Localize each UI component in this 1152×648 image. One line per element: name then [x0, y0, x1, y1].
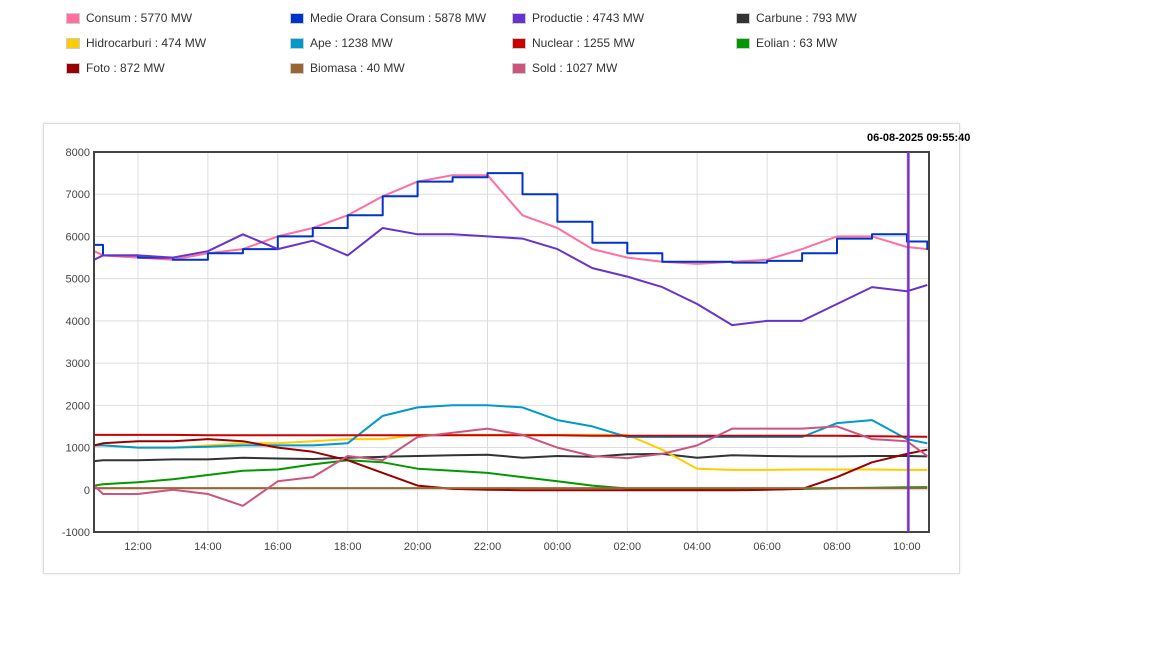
- y-tick-label: 0: [84, 485, 90, 497]
- legend-label: Nuclear : 1255 MW: [532, 36, 635, 50]
- x-tick-label: 06:00: [753, 541, 781, 553]
- x-tick-label: 16:00: [264, 541, 292, 553]
- legend-item-eolian[interactable]: Eolian : 63 MW: [736, 36, 837, 50]
- legend-swatch: [512, 62, 526, 74]
- legend-item-consum[interactable]: Consum : 5770 MW: [66, 11, 192, 25]
- legend-swatch: [512, 12, 526, 24]
- plot-border: [93, 151, 930, 533]
- legend-item-carbune[interactable]: Carbune : 793 MW: [736, 11, 857, 25]
- legend-swatch: [736, 37, 750, 49]
- x-tick-label: 22:00: [474, 541, 502, 553]
- legend-item-sold[interactable]: Sold : 1027 MW: [512, 61, 617, 75]
- y-tick-label: 1000: [66, 443, 90, 455]
- legend-label: Consum : 5770 MW: [86, 11, 193, 25]
- legend-swatch: [66, 12, 80, 24]
- legend-item-medie[interactable]: Medie Orara Consum : 5878 MW: [290, 11, 486, 25]
- series-line-ape: [94, 404, 928, 449]
- x-tick-label: 08:00: [823, 541, 851, 553]
- series-line-carbune: [94, 452, 928, 463]
- y-tick-label: -1000: [62, 527, 90, 539]
- legend-swatch: [290, 37, 304, 49]
- legend-swatch: [512, 37, 526, 49]
- series-line-nuclear: [94, 433, 928, 438]
- y-tick-label: 4000: [66, 316, 90, 328]
- x-tick-label: 20:00: [404, 541, 432, 553]
- series-line-sold: [93, 425, 928, 507]
- legend-item-biomasa[interactable]: Biomasa : 40 MW: [290, 61, 405, 75]
- y-tick-label: 2000: [66, 400, 90, 412]
- legend-item-productie[interactable]: Productie : 4743 MW: [512, 11, 644, 25]
- legend-label: Ape : 1238 MW: [310, 36, 393, 50]
- x-tick-label: 18:00: [334, 541, 362, 553]
- x-tick-label: 00:00: [544, 541, 572, 553]
- y-tick-label: 7000: [66, 189, 90, 201]
- legend-item-foto[interactable]: Foto : 872 MW: [66, 61, 165, 75]
- cursor-timestamp: 06-08-2025 09:55:40: [867, 132, 971, 144]
- x-tick-label: 10:00: [893, 541, 921, 553]
- legend-swatch: [66, 62, 80, 74]
- y-tick-label: 5000: [66, 274, 90, 286]
- x-tick-label: 02:00: [614, 541, 642, 553]
- series-line-medie-orara-consum: [94, 172, 929, 264]
- x-tick-label: 04:00: [683, 541, 711, 553]
- legend-swatch: [290, 62, 304, 74]
- series-line-productie: [93, 227, 928, 327]
- legend-label: Productie : 4743 MW: [532, 11, 645, 25]
- legend-item-ape[interactable]: Ape : 1238 MW: [290, 36, 393, 50]
- legend-label: Carbune : 793 MW: [756, 11, 857, 25]
- legend-item-nuclear[interactable]: Nuclear : 1255 MW: [512, 36, 635, 50]
- legend-label: Sold : 1027 MW: [532, 61, 618, 75]
- legend-label: Eolian : 63 MW: [756, 36, 838, 50]
- legend-label: Hidrocarburi : 474 MW: [86, 36, 207, 50]
- x-tick-label: 12:00: [124, 541, 152, 553]
- legend-label: Medie Orara Consum : 5878 MW: [310, 11, 487, 25]
- legend-swatch: [290, 12, 304, 24]
- legend-label: Foto : 872 MW: [86, 61, 165, 75]
- y-tick-label: 8000: [66, 147, 90, 159]
- y-tick-label: 3000: [66, 358, 90, 370]
- x-tick-label: 14:00: [194, 541, 222, 553]
- legend-label: Biomasa : 40 MW: [310, 61, 405, 75]
- legend-item-hidrocarburi[interactable]: Hidrocarburi : 474 MW: [66, 36, 206, 50]
- legend-swatch: [736, 12, 750, 24]
- legend-swatch: [66, 37, 80, 49]
- y-tick-label: 6000: [66, 231, 90, 243]
